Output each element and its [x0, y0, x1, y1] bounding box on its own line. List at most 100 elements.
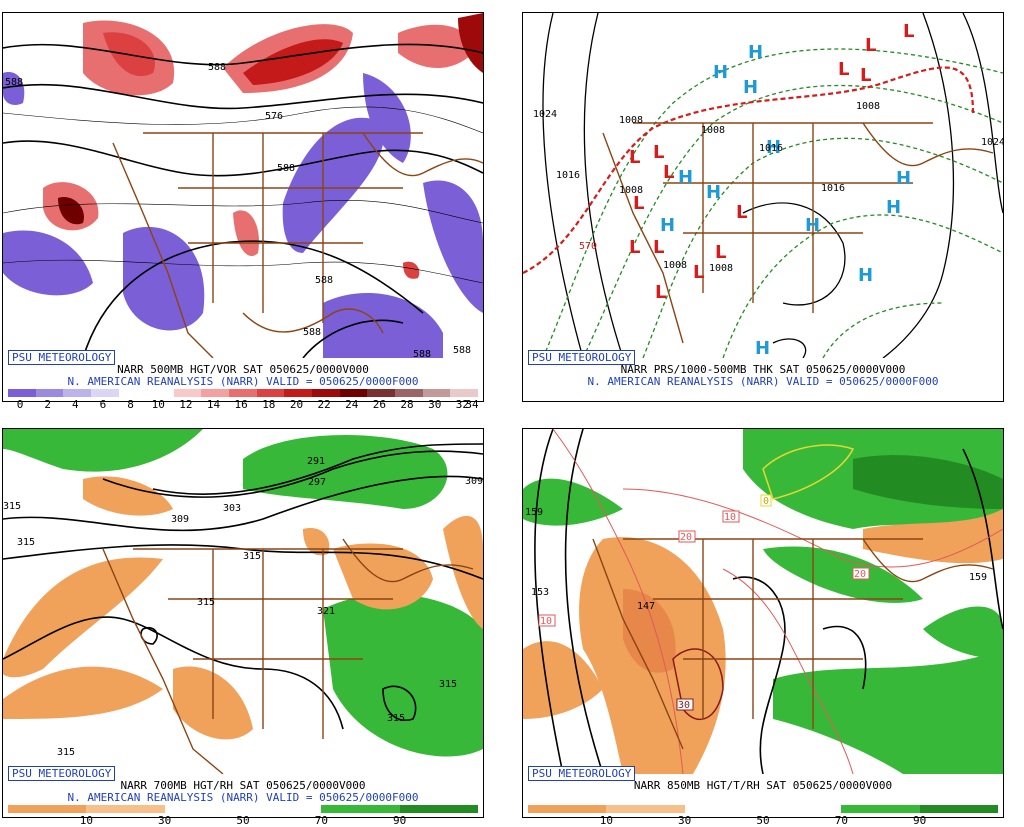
colorbar-tick-label: 10 — [79, 814, 93, 827]
colorbar-tick-label: 90 — [913, 814, 927, 827]
high-pressure-label: H — [766, 137, 781, 158]
colorbar-tick-label: 22 — [317, 398, 331, 411]
psu-logo: PSU METEOROLOGY — [528, 766, 636, 781]
low-pressure-label: L — [736, 202, 747, 223]
colorbar-swatch — [63, 389, 91, 397]
low-pressure-label: L — [629, 147, 640, 168]
contour-label: 315 — [17, 537, 35, 548]
colorbar-tick-label: 24 — [345, 398, 359, 411]
contour-label: 321 — [317, 606, 335, 617]
map-700mb: 315 309 303 297 291 315 315 321 315 315 … — [3, 429, 483, 774]
map-500mb: 588 576 588 588 588 588 588 588 — [3, 13, 483, 358]
high-pressure-label: H — [748, 42, 763, 63]
isobar-label: 1024 — [533, 109, 557, 120]
contour-label: 309 — [171, 514, 189, 525]
contour-label: 588 — [315, 275, 333, 286]
panel-850mb-temp-rh: 159 153 147 159 159 10 20 20 30 10 0 — [522, 428, 1004, 827]
low-pressure-label: L — [838, 59, 849, 80]
isobar-label: 1008 — [709, 263, 733, 274]
low-pressure-label: L — [860, 65, 871, 86]
map-pressure: H H H H H H H H H H H H L L L L L L L — [523, 13, 1003, 358]
colorbar-tick-label: 14 — [206, 398, 221, 411]
isobar-label: 1016 — [556, 170, 580, 181]
temp-label: 30 — [678, 700, 690, 711]
colorbar-tick-label: 0 — [16, 398, 24, 411]
colorbar-swatch — [256, 389, 285, 397]
isobar-label: 1008 — [856, 101, 880, 112]
colorbar-ticks: 10 30 50 70 90 — [8, 815, 478, 827]
contour-label: 588 — [413, 349, 431, 358]
high-pressure-label: H — [706, 182, 721, 203]
contour-label: 588 — [453, 345, 471, 356]
contour-label: 153 — [531, 587, 549, 598]
temp-label: 20 — [680, 532, 692, 543]
contour-label: 303 — [223, 503, 241, 514]
temp-label: 20 — [854, 569, 866, 580]
isobar-label: 1008 — [701, 125, 725, 136]
contour-label: 576 — [265, 111, 283, 122]
contour-label: 309 — [465, 476, 483, 487]
colorbar-swatch — [606, 805, 685, 813]
low-pressure-label: L — [903, 21, 914, 42]
high-pressure-label: H — [660, 215, 675, 236]
colorbar-tick-label: 16 — [234, 398, 248, 411]
isobar-label: 1008 — [619, 185, 643, 196]
colorbar — [8, 389, 478, 397]
panel-500mb-vorticity: 588 576 588 588 588 588 588 588 PSU METE… — [2, 12, 484, 411]
low-pressure-label: L — [715, 242, 726, 263]
colorbar-swatch — [394, 389, 423, 397]
low-pressure-label: L — [653, 142, 664, 163]
temp-label: 10 — [540, 616, 552, 627]
contour-label: 588 — [303, 327, 321, 338]
low-pressure-label: L — [629, 237, 640, 258]
colorbar-swatch — [367, 389, 395, 397]
panel-title: NARR 500MB HGT/VOR SAT 050625/0000V000 — [117, 363, 369, 376]
colorbar-swatch — [339, 389, 368, 397]
colorbar-swatch — [422, 389, 451, 397]
colorbar-ticks: 10 30 50 70 90 — [528, 815, 998, 827]
colorbar-swatch — [528, 805, 607, 813]
colorbar-swatch — [35, 389, 64, 397]
colorbar-swatch — [201, 389, 230, 397]
panel-pressure-thickness: H H H H H H H H H H H H L L L L L L L — [522, 12, 1004, 402]
colorbar-swatch — [229, 389, 257, 397]
colorbar-swatch — [762, 805, 842, 813]
high-pressure-label: H — [886, 197, 901, 218]
colorbar-swatch — [86, 805, 165, 813]
panel-title: NARR PRS/1000-500MB THK SAT 050625/0000V… — [620, 363, 906, 376]
colorbar-swatch — [173, 389, 202, 397]
colorbar-swatch — [164, 805, 243, 813]
panel-subtitle: N. AMERICAN REANALYSIS (NARR) VALID = 05… — [587, 375, 939, 388]
low-pressure-label: L — [865, 35, 876, 56]
colorbar-swatch — [321, 805, 400, 813]
colorbar-tick-label: 26 — [372, 398, 387, 411]
colorbar-swatch — [919, 805, 998, 813]
colorbar-tick-label: 50 — [236, 814, 250, 827]
low-pressure-label: L — [663, 162, 674, 183]
colorbar-tick-label: 8 — [127, 398, 134, 411]
isobar-label: 1008 — [663, 260, 687, 271]
colorbar-swatch — [450, 389, 478, 397]
contour-label: 588 — [5, 77, 23, 88]
colorbar-tick-label: 32 — [455, 398, 469, 411]
colorbar-tick-label: 2 — [44, 398, 51, 411]
panel-title: NARR 850MB HGT/T/RH SAT 050625/0000V000 — [633, 779, 893, 792]
isobar-label: 1024 — [981, 137, 1003, 148]
psu-logo: PSU METEOROLOGY — [528, 350, 636, 365]
contour-label: 588 — [208, 62, 226, 73]
colorbar-tick-label: 28 — [400, 398, 414, 411]
colorbar-swatch — [118, 389, 147, 397]
panel-title: NARR 700MB HGT/RH SAT 050625/0000V000 — [120, 779, 366, 792]
colorbar-tick-label: 70 — [834, 814, 848, 827]
contour-label: 315 — [243, 551, 261, 562]
colorbar-tick-label: 30 — [428, 398, 442, 411]
low-pressure-label: L — [655, 282, 666, 303]
high-pressure-label: H — [896, 168, 911, 189]
psu-logo: PSU METEOROLOGY — [8, 350, 116, 365]
contour-label: 315 — [3, 501, 21, 512]
thickness-label: 570 — [579, 241, 597, 252]
colorbar-swatch — [312, 389, 340, 397]
panel-subtitle: N. AMERICAN REANALYSIS (NARR) VALID = 05… — [67, 791, 419, 804]
high-pressure-label: H — [678, 167, 693, 188]
colorbar-tick-label: 30 — [158, 814, 172, 827]
